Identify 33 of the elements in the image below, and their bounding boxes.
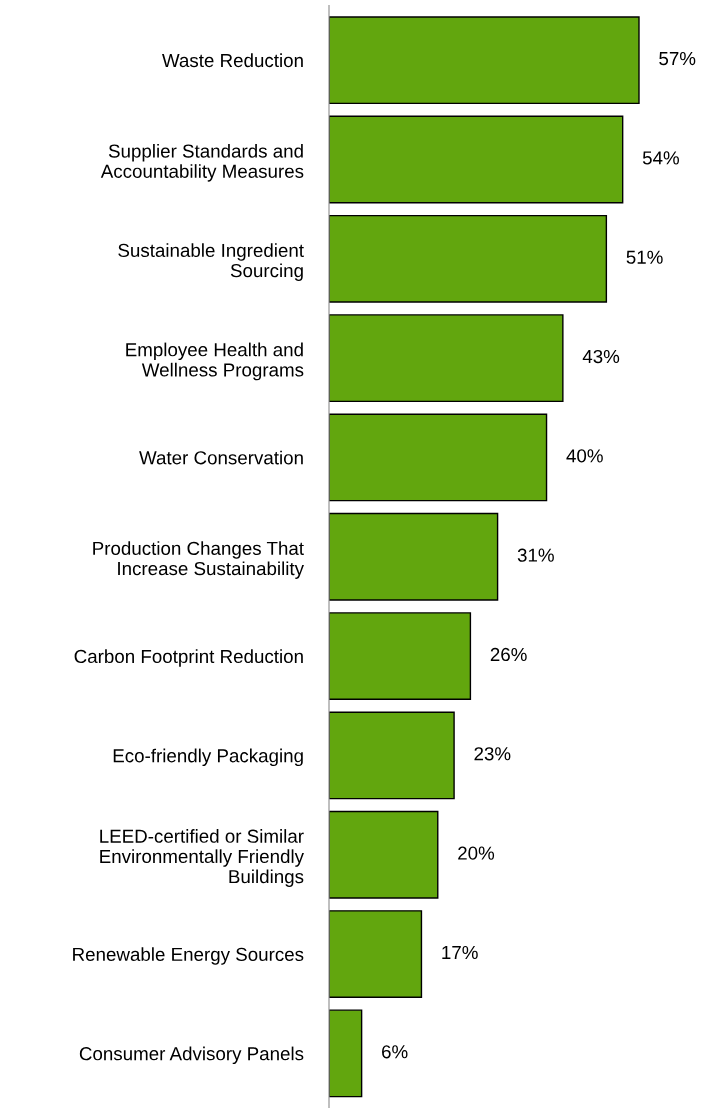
bar	[329, 214, 608, 303]
data-label: 20%	[458, 846, 495, 860]
data-label: 17%	[442, 945, 478, 960]
bar	[329, 612, 472, 700]
y-tick-label: LEED-certified or Similar Environmentally Friendly Buildings	[100, 829, 304, 887]
y-tick-label: Sustainable Ingredient Sourcing	[118, 243, 304, 281]
data-label: 54%	[642, 151, 679, 165]
data-label: 57%	[659, 52, 696, 66]
y-tick-label: Renewable Energy Sources	[73, 947, 304, 965]
data-label: 31%	[517, 548, 554, 562]
data-label: 40%	[566, 449, 603, 463]
y-tick-label: Carbon Footprint Reduction	[74, 649, 303, 667]
bar	[329, 810, 439, 899]
bar	[329, 1009, 363, 1098]
bar	[329, 910, 423, 998]
bar	[329, 16, 640, 105]
bar	[329, 512, 499, 601]
bar	[329, 413, 548, 502]
y-tick-label: Eco-friendly Packaging	[113, 748, 303, 767]
y-tick-label: Consumer Advisory Panels	[79, 1046, 304, 1065]
bar	[329, 711, 455, 800]
y-tick-label: Waste Reduction	[162, 53, 303, 68]
bar	[329, 115, 624, 204]
data-label: 6%	[382, 1045, 408, 1059]
data-label: 23%	[474, 747, 511, 761]
bar	[329, 314, 564, 403]
y-tick-label: Water Conservation	[139, 450, 303, 465]
data-label: 43%	[582, 349, 620, 364]
data-label: 51%	[626, 250, 663, 264]
y-tick-label: Employee Health and Wellness Programs	[126, 342, 304, 381]
y-tick-label: Production Changes That Increase Sustainability	[93, 541, 304, 579]
y-tick-label: Supplier Standards and Accountability Measures	[100, 143, 304, 182]
data-label: 26%	[490, 647, 527, 662]
